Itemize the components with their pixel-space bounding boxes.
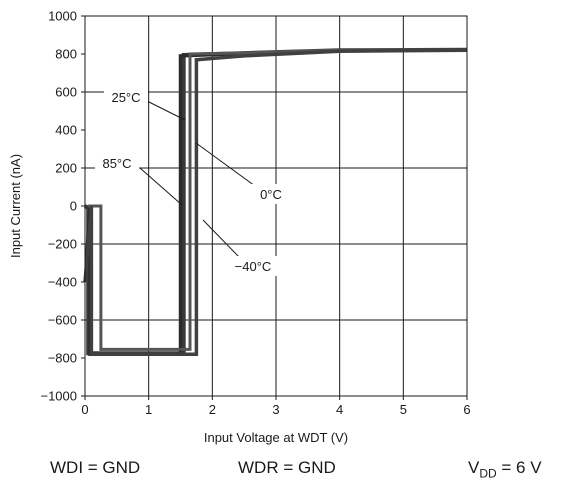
x-tick-label: 5	[400, 402, 407, 417]
svg-text:0°C: 0°C	[260, 187, 282, 202]
y-tick-label: −600	[48, 313, 77, 328]
vdd-value: = 6 V	[496, 458, 542, 477]
y-tick-label: 0	[70, 199, 77, 214]
x-tick-label: 1	[145, 402, 152, 417]
x-axis-label: Input Voltage at WDT (V)	[204, 430, 348, 445]
x-tick-label: 4	[336, 402, 343, 417]
svg-text:85°C: 85°C	[102, 156, 131, 171]
annotation-85c: 85°C	[95, 154, 183, 206]
y-tick-label: 400	[55, 123, 77, 138]
y-tick-label: 600	[55, 85, 77, 100]
y-tick-label: −200	[48, 237, 77, 252]
condition-wdr: WDR = GND	[238, 458, 336, 477]
series-layer	[83, 47, 468, 356]
condition-vdd: VDD = 6 V	[468, 458, 542, 480]
vdd-main: V	[468, 458, 480, 477]
svg-text:25°C: 25°C	[111, 90, 140, 105]
y-tick-label: −800	[48, 351, 77, 366]
series-line	[83, 48, 468, 356]
annotation-minus40c: −40°C	[202, 219, 278, 276]
y-axis-label: Input Current (nA)	[8, 154, 23, 258]
y-tick-label: 800	[55, 47, 77, 62]
chart: 0 1 2 3 4 5 6 1000 800 600 400 200 0 −200 −400 −600 −800…	[8, 9, 471, 446]
grid	[84, 15, 468, 397]
y-tick-label: 1000	[48, 9, 77, 24]
x-tick-label: 6	[463, 402, 470, 417]
x-tick-label: 3	[272, 402, 279, 417]
annotation-0c: 0°C	[195, 142, 295, 204]
y-tick-label: −400	[48, 275, 77, 290]
annotation-25c: 25°C	[104, 88, 186, 121]
x-tick-label: 2	[209, 402, 216, 417]
svg-text:−40°C: −40°C	[235, 259, 272, 274]
vdd-subscript: DD	[479, 466, 497, 481]
condition-wdi: WDI = GND	[50, 458, 141, 477]
y-tick-label: 200	[55, 161, 77, 176]
x-tick-label: 0	[81, 402, 88, 417]
y-tick-label: −1000	[40, 389, 77, 404]
tick-layer: 0 1 2 3 4 5 6 1000 800 600 400 200 0 −200 −400 −600 −800…	[40, 9, 470, 418]
